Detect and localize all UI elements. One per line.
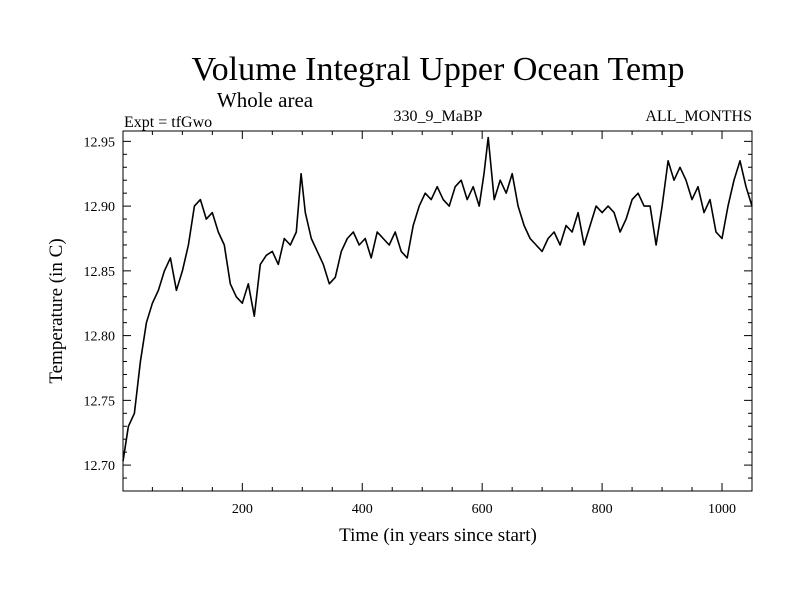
y-tick-label: 12.85 (84, 265, 116, 280)
y-axis-ticks: 12.70 12.75 12.80 12.85 12.90 12.95 (84, 135, 752, 492)
y-tick-label: 12.80 (84, 330, 116, 345)
months-label: ALL_MONTHS (645, 108, 752, 125)
x-tick-label: 400 (352, 502, 373, 517)
y-tick-label: 12.70 (84, 459, 116, 474)
chart-title: Volume Integral Upper Ocean Temp (192, 51, 685, 88)
x-tick-label: 800 (592, 502, 613, 517)
y-tick-label: 12.75 (84, 394, 116, 409)
y-axis-label: Temperature (in C) (46, 238, 67, 383)
experiment-label: Expt = tfGwo (124, 114, 212, 131)
y-tick-label: 12.95 (84, 135, 116, 150)
x-axis-ticks: 200 400 600 800 1000 (151, 131, 736, 517)
plot-frame (122, 130, 753, 492)
x-tick-label: 200 (232, 502, 253, 517)
x-axis-label: Time (in years since start) (339, 525, 537, 546)
x-tick-label: 600 (472, 502, 493, 517)
period-label: 330_9_MaBP (394, 108, 483, 125)
y-tick-label: 12.90 (84, 200, 116, 215)
chart-subtitle: Whole area (217, 88, 314, 112)
temperature-series-line (122, 136, 753, 462)
x-tick-label: 1000 (708, 502, 736, 517)
